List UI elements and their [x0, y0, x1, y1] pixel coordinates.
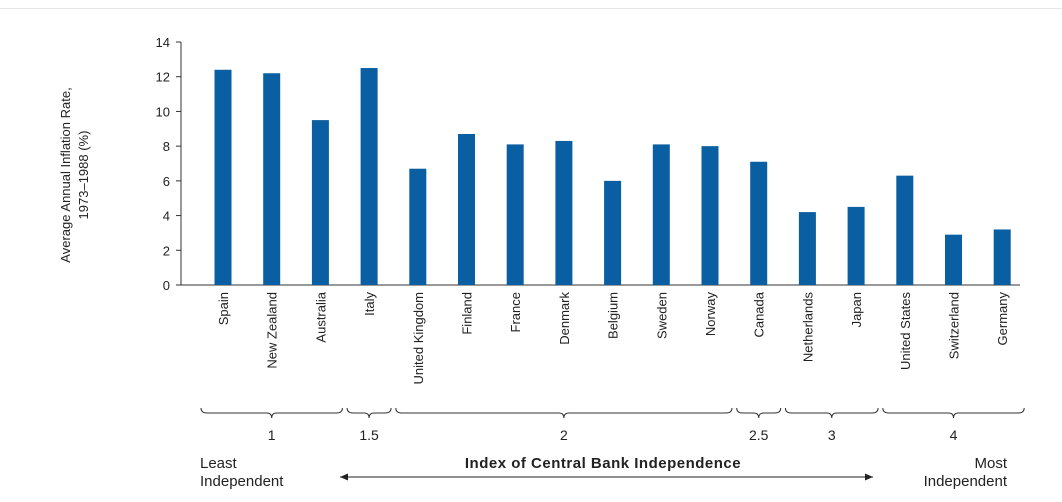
group-label: 2.5 [749, 427, 769, 443]
category-label: United States [898, 292, 913, 371]
category-labels: Spain New Zealand Australia Italy United Kin… [216, 291, 1010, 384]
footer-independent-right: Independent [924, 473, 1008, 490]
y-tick-label: 12 [156, 70, 170, 85]
group-brace [395, 407, 733, 419]
bar-canada [750, 161, 768, 285]
y-tick-label: 14 [156, 35, 170, 50]
category-label: Finland [460, 292, 475, 335]
category-label: Japan [849, 292, 864, 327]
bar-italy [360, 68, 378, 286]
category-label: Spain [216, 292, 231, 325]
group-label: 2 [560, 427, 568, 443]
category-label: Belgium [606, 292, 621, 339]
group-label: 1.5 [359, 427, 379, 443]
bar-denmark [555, 140, 573, 285]
bar-australia [311, 120, 329, 285]
footer-index-title: Index of Central Bank Independence [465, 455, 741, 472]
double-arrow [340, 473, 873, 481]
category-label: Netherlands [800, 292, 815, 363]
category-label: Australia [313, 291, 328, 342]
bar-sweden [652, 144, 670, 285]
category-label: New Zealand [265, 292, 280, 369]
y-axis-label-line-1: Average Annual Inflation Rate, [58, 87, 73, 262]
bar-new-zealand [263, 73, 281, 285]
independence-groups: 1 1.5 2 2.5 3 4 [200, 407, 1025, 443]
bar-finland [458, 133, 475, 285]
bar-norway [701, 146, 719, 285]
bar-united-states [896, 175, 914, 285]
bar-switzerland [945, 234, 962, 285]
arrow-head-right [865, 473, 873, 481]
bar-germany [993, 229, 1011, 285]
category-label: Italy [362, 292, 377, 316]
group-label: 3 [828, 427, 836, 443]
category-label: United Kingdom [411, 292, 426, 385]
bar-spain [214, 69, 232, 286]
category-label: Sweden [654, 292, 669, 339]
group-brace [346, 407, 392, 419]
footer-most: Most [974, 455, 1007, 472]
group-label: 1 [268, 427, 276, 443]
bar-japan [847, 206, 865, 285]
bar-france [506, 144, 524, 285]
y-tick-label: 2 [163, 243, 170, 258]
y-axis [180, 42, 1020, 286]
bar-united-kingdom [409, 168, 427, 285]
category-label: Denmark [557, 292, 572, 345]
group-brace [882, 407, 1025, 419]
y-axis-ticks: 0 2 4 6 8 10 12 14 [156, 35, 181, 293]
y-tick-label: 4 [163, 209, 170, 224]
group-label: 4 [950, 427, 958, 443]
y-axis-label-line-2: 1973–1988 (%) [76, 131, 91, 220]
bars [214, 68, 1011, 286]
group-brace [736, 407, 782, 419]
category-label: France [508, 292, 523, 332]
y-tick-label: 0 [163, 278, 170, 293]
footer-least: Least [200, 455, 238, 472]
y-tick-label: 10 [156, 104, 170, 119]
bar-netherlands [798, 212, 816, 285]
group-brace [200, 407, 343, 419]
y-tick-label: 8 [163, 139, 170, 154]
category-label: Norway [703, 292, 718, 337]
y-tick-label: 6 [163, 174, 170, 189]
bar-belgium [604, 180, 622, 285]
category-label: Germany [995, 292, 1010, 346]
category-label: Canada [752, 291, 767, 337]
arrow-head-left [340, 473, 348, 481]
top-divider-line [0, 8, 1062, 9]
footer-independent-left: Independent [200, 473, 284, 490]
category-label: Switzerland [947, 292, 962, 359]
group-brace [784, 407, 879, 419]
